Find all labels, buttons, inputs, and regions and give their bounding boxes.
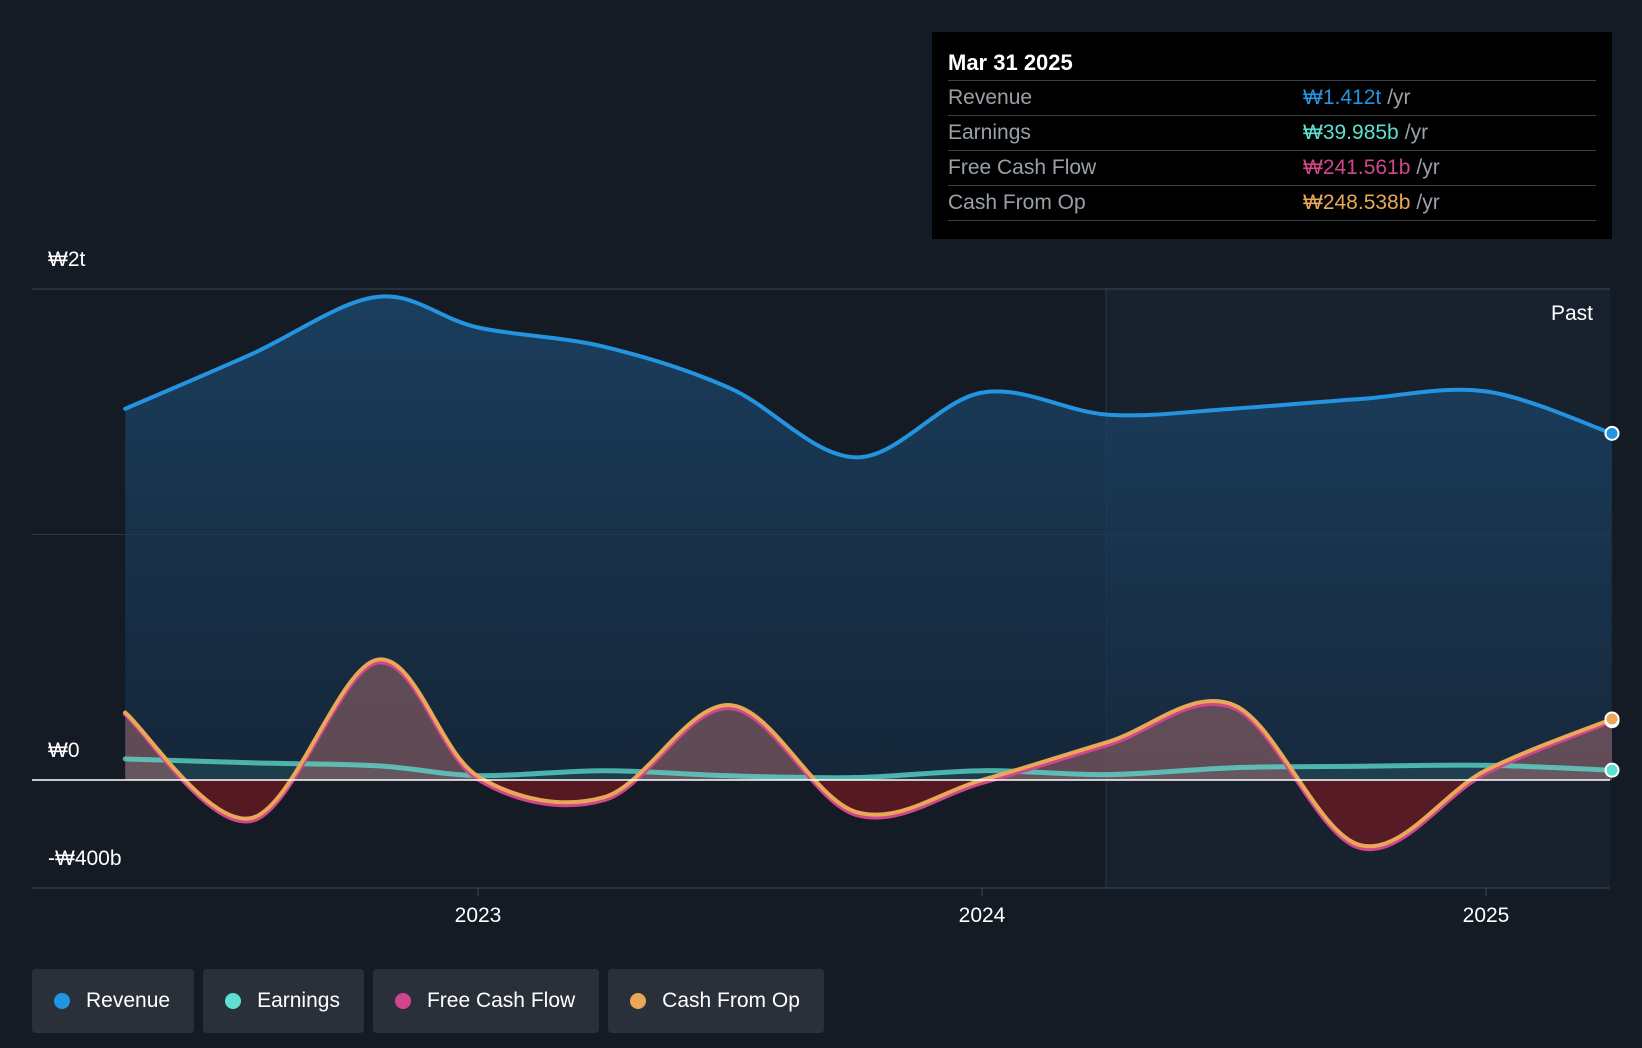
tooltip-row-cash-from-op: Cash From Op ₩248.538b /yr (948, 186, 1596, 221)
y-tick-label: -₩400b (48, 847, 122, 870)
tooltip-unit: /yr (1416, 156, 1440, 179)
earnings-area (125, 758, 1613, 780)
x-tick-label: 2023 (455, 904, 502, 927)
tooltip-value: ₩241.561b (1303, 156, 1411, 179)
tooltip-value: ₩39.985b (1303, 121, 1399, 144)
y-tick-label: ₩0 (48, 739, 80, 762)
legend-item-earnings[interactable]: Earnings (203, 969, 364, 1033)
revenue-end-point[interactable] (1604, 425, 1620, 441)
tooltip-value: ₩248.538b (1303, 191, 1411, 214)
earnings-line (122, 756, 1615, 781)
legend: Revenue Earnings Free Cash Flow Cash Fro… (32, 969, 824, 1033)
cash-from-op-end-point[interactable] (1604, 711, 1620, 727)
revenue-area (125, 296, 1613, 780)
legend-dot-icon (54, 993, 70, 1009)
legend-label: Revenue (86, 989, 171, 1012)
y-tick-label: ₩2t (48, 248, 86, 271)
tooltip-unit: /yr (1387, 86, 1411, 109)
tooltip-unit: /yr (1416, 191, 1440, 214)
tooltip-date: Mar 31 2025 (948, 46, 1596, 81)
x-tick-label: 2025 (1463, 904, 1510, 927)
revenue-line (123, 294, 1614, 460)
tooltip-value: ₩1.412t (1303, 86, 1382, 109)
legend-dot-icon (225, 993, 242, 1009)
tooltip-label: Revenue (948, 86, 1033, 109)
tooltip-row-earnings: Earnings ₩39.985b /yr (948, 116, 1596, 151)
earnings-end-point[interactable] (1604, 762, 1620, 778)
tooltip-row-free-cash-flow: Free Cash Flow ₩241.561b /yr (948, 151, 1596, 186)
legend-label: Cash From Op (662, 989, 800, 1012)
past-label: Past (1551, 302, 1593, 325)
tooltip-row-revenue: Revenue ₩1.412t /yr (948, 81, 1596, 116)
legend-item-cash-from-op[interactable]: Cash From Op (608, 969, 824, 1033)
cash-from-op-line (123, 657, 1614, 849)
legend-item-revenue[interactable]: Revenue (32, 969, 195, 1033)
legend-dot-icon (394, 993, 411, 1009)
tooltip-label: Free Cash Flow (948, 156, 1097, 179)
chart-area: ₩2t ₩0 -₩400b 2023 2024 2025 Past (32, 248, 1620, 927)
x-tick-label: 2024 (959, 904, 1006, 927)
fcf-positive-area (125, 662, 1612, 780)
tooltip-unit: /yr (1404, 121, 1429, 144)
tooltip: Mar 31 2025 Revenue ₩1.412t /yr Earnings… (932, 32, 1612, 239)
tooltip-label: Earnings (948, 121, 1031, 144)
legend-label: Earnings (257, 989, 340, 1012)
legend-dot-icon (630, 993, 647, 1009)
legend-label: Free Cash Flow (426, 989, 576, 1012)
legend-item-free-cash-flow[interactable]: Free Cash Flow (372, 969, 600, 1033)
tooltip-label: Cash From Op (948, 191, 1086, 214)
